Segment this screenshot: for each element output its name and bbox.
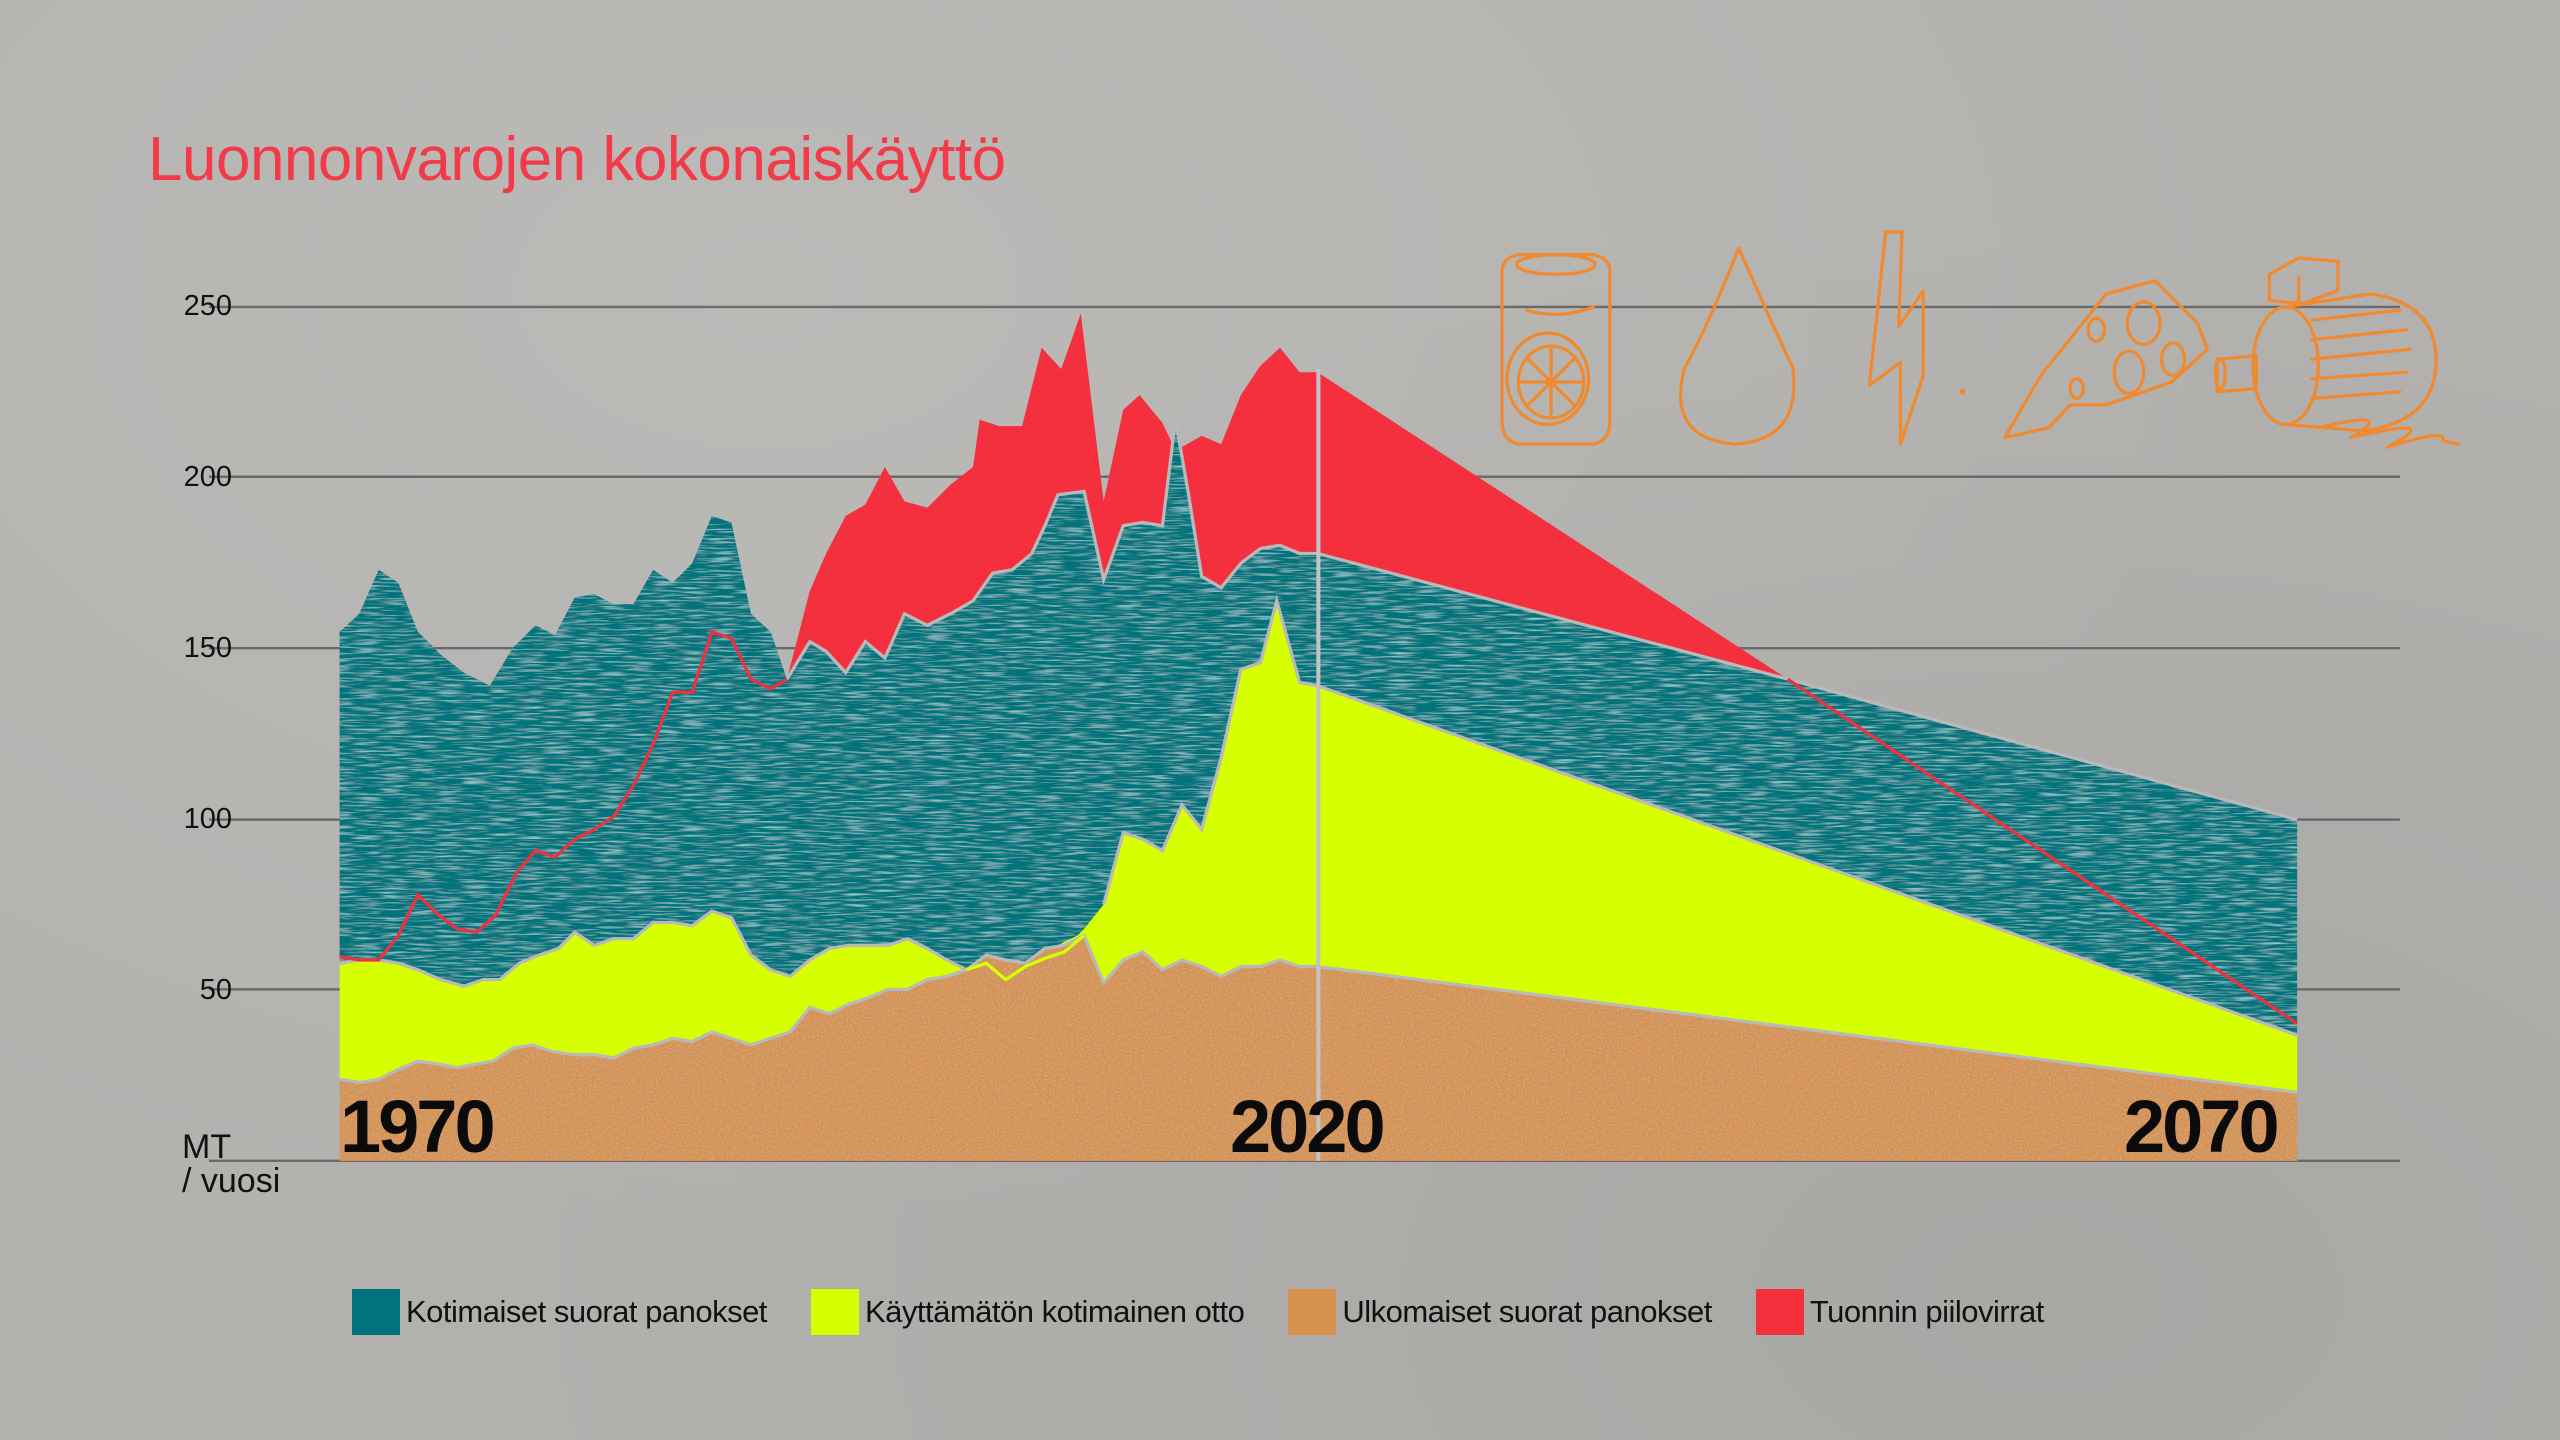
ytick-150: 150 [183, 632, 232, 664]
legend-swatch-red [1755, 1289, 1804, 1335]
year-label-1970: 1970 [340, 1085, 496, 1168]
legend-item-tuonnin-piilovirrat: Tuonnin piilovirrat [1755, 1289, 2045, 1335]
cheese-icon [2003, 279, 2209, 440]
legend-label: Ulkomaiset suorat panokset [1342, 1294, 1712, 1329]
legend-label: Tuonnin piilovirrat [1809, 1294, 2045, 1329]
icons [1500, 230, 2461, 449]
legend-item-kotimaiset-suorat-panokset: Kotimaiset suorat panokset [352, 1289, 767, 1335]
unit-line-1: MT [182, 1128, 232, 1166]
unit-line-2: / vuosi [182, 1162, 281, 1200]
legend: Kotimaiset suorat panokset Käyttämätön k… [352, 1288, 2088, 1336]
y-axis-unit: MT / vuosi [182, 1130, 280, 1198]
ytick-100: 100 [183, 803, 232, 835]
ytick-200: 200 [183, 461, 232, 493]
hidden-import-line-early [339, 629, 788, 962]
legend-label: Käyttämätön kotimainen otto [864, 1294, 1245, 1329]
year-label-2020: 2020 [1230, 1085, 1386, 1168]
ytick-50: 50 [199, 974, 232, 1006]
legend-swatch-yellow [810, 1289, 859, 1335]
orange-can-icon [1500, 253, 1612, 446]
lightning-icon [1867, 230, 1966, 446]
year-label-2070: 2070 [2124, 1085, 2280, 1168]
area-kotimaiset-suorat-panokset [339, 419, 2298, 1036]
area-tuonnin-piilovirrat [786, 313, 1788, 680]
legend-swatch-orange [1288, 1289, 1337, 1335]
chart-title: Luonnonvarojen kokonaiskäyttö [148, 125, 1006, 194]
legend-item-kayttamaton-kotimainen-otto: Käyttämätön kotimainen otto [810, 1289, 1245, 1335]
water-drop-icon [1678, 246, 1796, 446]
legend-swatch-teal [352, 1289, 400, 1335]
hidden-import-line-projection [1786, 677, 2299, 1026]
boundary-strokes [339, 419, 2298, 1094]
legend-item-ulkomaiset-suorat-panokset: Ulkomaiset suorat panokset [1288, 1289, 1712, 1335]
legend-label: Kotimaiset suorat panokset [406, 1294, 767, 1329]
electric-motor-icon [2213, 256, 2461, 449]
ytick-250: 250 [183, 290, 232, 322]
unused-extraction-line [966, 934, 1086, 982]
